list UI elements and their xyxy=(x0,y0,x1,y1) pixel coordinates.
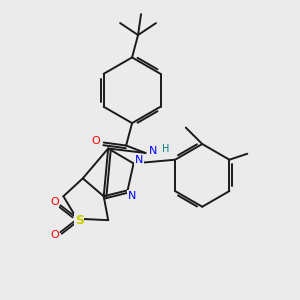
Text: O: O xyxy=(50,197,59,207)
Text: H: H xyxy=(162,144,169,154)
Text: N: N xyxy=(128,191,136,201)
Text: O: O xyxy=(50,230,59,240)
Text: S: S xyxy=(75,214,84,227)
Text: N: N xyxy=(135,155,143,165)
Text: O: O xyxy=(91,136,100,146)
Text: N: N xyxy=(149,146,157,157)
